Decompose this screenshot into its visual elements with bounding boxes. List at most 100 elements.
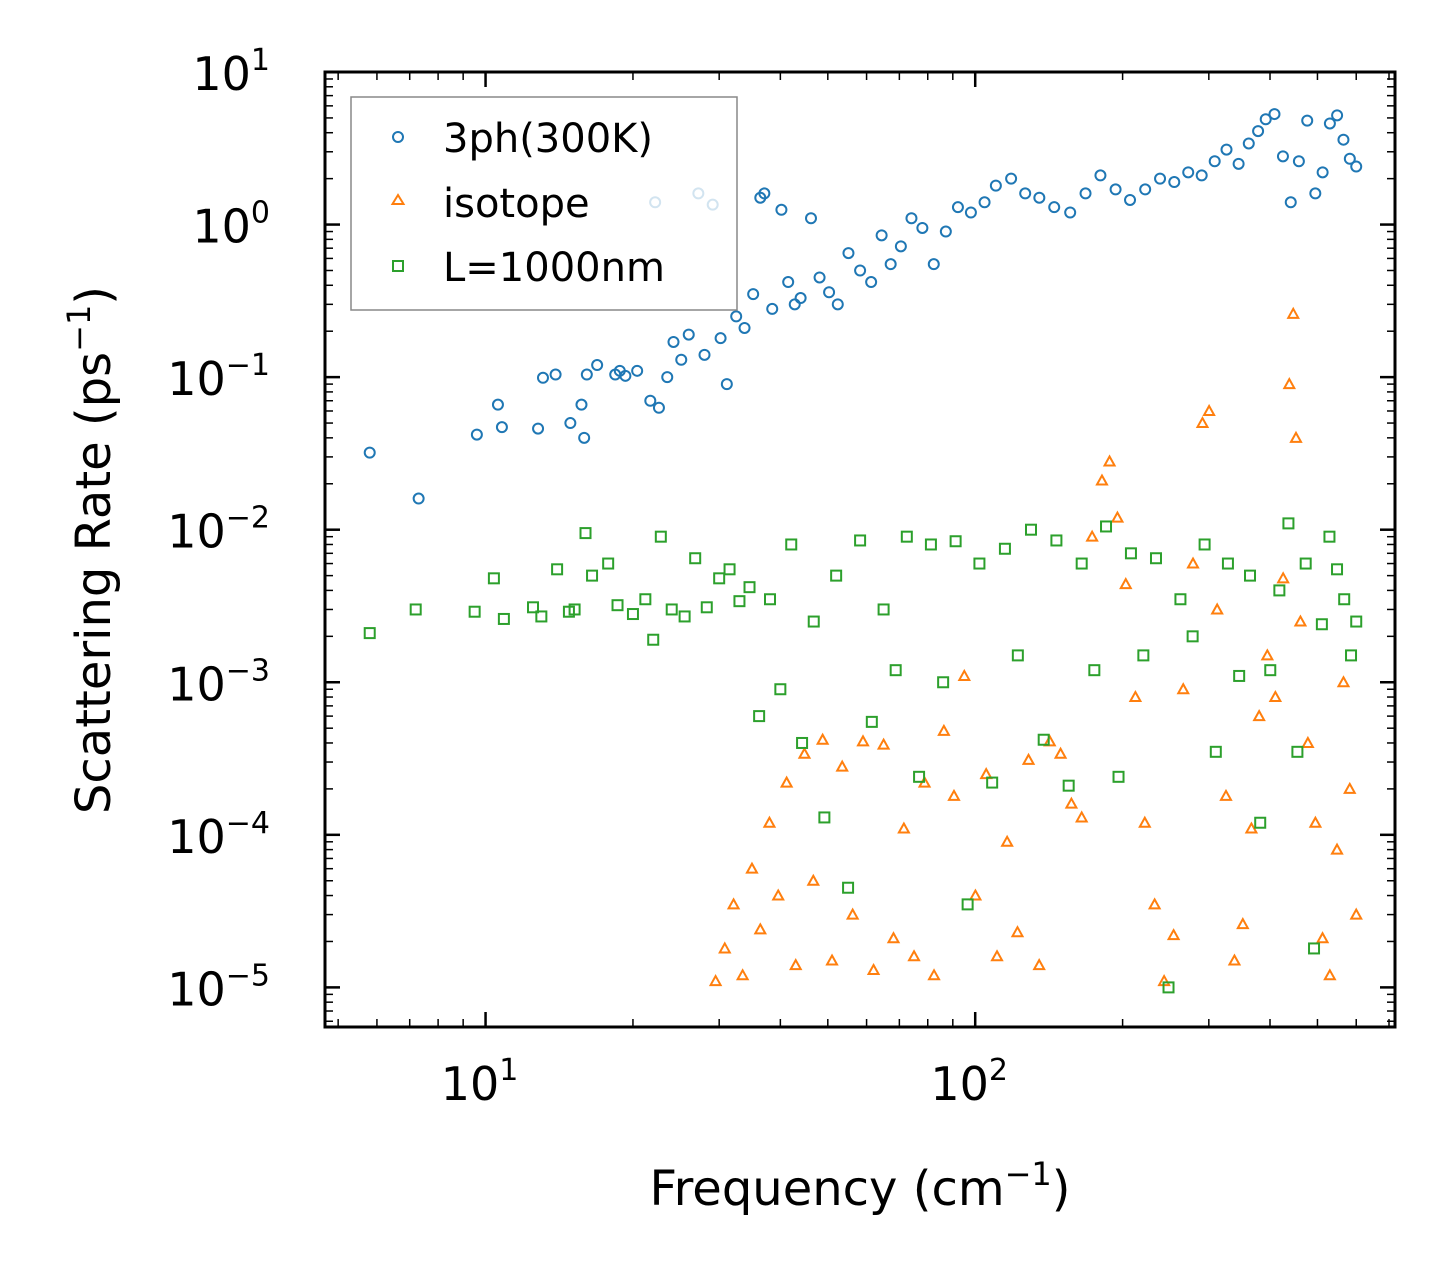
data-point-l1000nm (743, 581, 756, 594)
data-point-isotope (866, 962, 881, 976)
x-tick-label-base: 10 (441, 1057, 500, 1111)
data-point-isotope (762, 815, 777, 828)
data-point-l1000nm (1338, 593, 1351, 606)
y-tick-label-base: 10 (167, 505, 226, 559)
data-point-3ph (1168, 176, 1181, 189)
data-point-isotope (1074, 810, 1089, 823)
data-point-isotope (957, 668, 971, 681)
data-point-isotope (1085, 529, 1099, 542)
data-point-isotope (735, 968, 750, 981)
data-point-isotope (753, 922, 768, 935)
data-point-l1000nm (842, 881, 855, 894)
data-point-3ph (854, 264, 867, 277)
data-point-3ph (1276, 150, 1289, 163)
data-point-l1000nm (1291, 745, 1304, 758)
x-tick-label-exp: 2 (989, 1053, 1008, 1088)
data-point-3ph (1033, 191, 1046, 204)
data-point-l1000nm (1244, 569, 1257, 582)
data-point-l1000nm (579, 527, 592, 540)
data-point-3ph (747, 288, 760, 301)
x-axis-label-end: ) (1052, 1161, 1071, 1217)
data-point-l1000nm (1062, 779, 1075, 792)
y-tick-label: 10−5 (167, 958, 270, 1016)
data-point-3ph (804, 212, 817, 225)
data-point-l1000nm (1011, 649, 1024, 662)
data-point-l1000nm (626, 608, 639, 621)
data-point-isotope (726, 897, 741, 910)
series-layer (363, 108, 1363, 994)
data-point-isotope (1195, 415, 1210, 429)
data-point-3ph (978, 196, 991, 209)
data-point-l1000nm (913, 770, 926, 783)
y-tick-label: 10−4 (167, 806, 270, 864)
data-point-l1000nm (973, 557, 986, 570)
data-point-l1000nm (723, 563, 736, 576)
data-point-isotope (815, 732, 830, 745)
x-tick-label-exp: 1 (499, 1053, 518, 1088)
y-tick-label-base: 10 (167, 352, 226, 406)
data-point-3ph (1094, 169, 1107, 182)
data-point-l1000nm (900, 530, 913, 543)
data-point-3ph (1252, 125, 1265, 138)
data-point-l1000nm (1323, 530, 1336, 543)
data-point-l1000nm (1162, 981, 1175, 994)
y-axis-label-sup: −1 (60, 305, 98, 352)
data-point-isotope (1186, 556, 1200, 569)
data-point-l1000nm (865, 715, 878, 728)
data-point-3ph (591, 359, 604, 372)
y-tick-label: 10−3 (167, 653, 270, 711)
data-point-l1000nm (1124, 547, 1137, 560)
legend-label-isotope: isotope (443, 181, 590, 227)
data-point-3ph (564, 417, 577, 430)
data-point-l1000nm (877, 603, 890, 616)
data-point-l1000nm (1331, 563, 1344, 576)
data-point-isotope (947, 788, 961, 801)
data-point-isotope (1043, 734, 1057, 747)
data-point-isotope (1282, 377, 1297, 390)
data-point-l1000nm (937, 676, 950, 689)
data-point-3ph (1343, 152, 1356, 165)
data-point-3ph (1182, 166, 1195, 179)
data-point-3ph (823, 286, 836, 299)
data-point-3ph (738, 321, 751, 334)
series-0 (363, 108, 1363, 505)
data-point-l1000nm (854, 534, 867, 547)
data-point-3ph (667, 335, 680, 348)
data-point-3ph (631, 364, 644, 377)
data-point-isotope (1236, 917, 1250, 930)
data-point-isotope (990, 949, 1004, 962)
data-point-isotope (797, 746, 812, 759)
data-point-isotope (825, 953, 839, 966)
data-point-l1000nm (497, 612, 510, 625)
data-point-3ph (1350, 160, 1363, 173)
data-point-3ph (875, 229, 888, 242)
data-point-3ph (720, 378, 733, 391)
data-point-3ph (1208, 155, 1221, 168)
data-point-l1000nm (1112, 770, 1125, 783)
data-point-3ph (1309, 187, 1322, 200)
data-point-3ph (619, 369, 632, 382)
data-point-isotope (1289, 430, 1303, 443)
data-point-3ph (532, 422, 545, 435)
data-point-3ph (1337, 133, 1350, 146)
data-point-3ph (758, 187, 771, 200)
data-point-3ph (698, 348, 711, 361)
data-point-isotope (1095, 473, 1109, 486)
data-point-l1000nm (586, 569, 599, 582)
data-point-isotope (1260, 648, 1275, 661)
data-point-3ph (1139, 183, 1152, 196)
data-point-l1000nm (1308, 942, 1321, 955)
data-point-l1000nm (713, 572, 726, 585)
y-axis-label-end: ) (66, 286, 122, 305)
data-point-3ph (794, 292, 807, 305)
data-point-3ph (865, 276, 878, 289)
y-tick-label-exp: −2 (226, 501, 270, 536)
y-axis-label-main: Scattering Rate (ps (66, 352, 122, 814)
data-point-isotope (1210, 602, 1224, 615)
y-tick-label: 10−1 (167, 348, 270, 406)
data-point-l1000nm (1209, 745, 1222, 758)
data-point-l1000nm (611, 599, 624, 612)
data-point-3ph (1242, 137, 1255, 150)
data-point-3ph (1048, 201, 1061, 214)
